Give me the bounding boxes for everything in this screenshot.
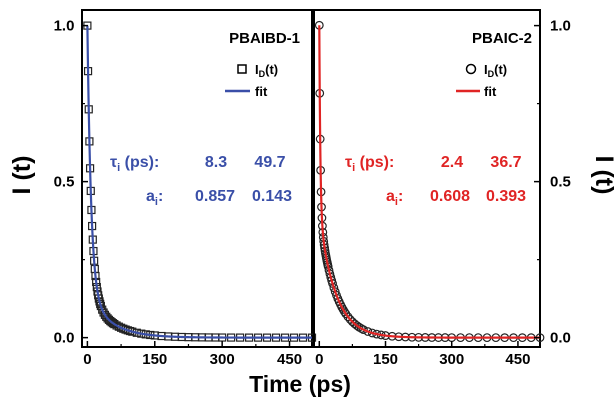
x-tick-label: 300: [439, 351, 464, 368]
x-tick-label: 450: [505, 351, 530, 368]
x-tick-label: 300: [210, 351, 235, 368]
panel-pbaibd-1: 0 150 300 450 0.0 0.5 1.0 PBAIBD-1 ID(t) fit τ…: [54, 9, 317, 368]
legend-label-fit: fit: [255, 84, 268, 99]
fit-line: [318, 25, 540, 339]
a-label: ai:: [146, 188, 163, 208]
legend: ID(t) fit: [225, 62, 278, 99]
tau-value-2: 36.7: [490, 154, 521, 171]
legend-label-fit: fit: [484, 84, 497, 99]
a-label: ai:: [386, 188, 403, 208]
legend: ID(t) fit: [456, 62, 507, 99]
tau-value-2: 49.7: [254, 154, 285, 171]
tau-value-1: 8.3: [205, 154, 227, 171]
y-tick-label: 1.0: [54, 18, 75, 35]
y-tick-label: 0.0: [550, 330, 571, 347]
x-tick-label: 450: [277, 351, 302, 368]
legend-marker-square: [237, 64, 247, 74]
y-axis-title-left: I (t): [8, 156, 36, 195]
tau-value-1: 2.4: [441, 154, 463, 171]
y-tick-label: 0.5: [54, 174, 75, 191]
a-value-1: 0.857: [195, 188, 235, 205]
data-point: [363, 327, 373, 336]
x-axis-title: Time (ps): [249, 371, 351, 397]
a-value-1: 0.608: [430, 188, 470, 205]
tau-label: τi (ps):: [110, 154, 159, 174]
data-point: [352, 321, 362, 330]
a-value-2: 0.393: [486, 188, 526, 205]
x-tick-label: 150: [373, 351, 398, 368]
panel-title: PBAIC-2: [472, 30, 532, 47]
y-tick-label: 0.0: [54, 330, 75, 347]
panel-pbaic-2: 0 150 300 450 0.0 0.5 1.0 PBAIC-2 ID(t) fit τi…: [313, 9, 571, 368]
x-tick-label: 150: [142, 351, 167, 368]
fit-line: [86, 25, 312, 339]
y-tick-label: 0.5: [550, 174, 571, 191]
fit-parameters: τi (ps): 2.4 36.7 ai: 0.608 0.393: [345, 154, 526, 208]
y-axis-title-right: I (t): [590, 156, 616, 195]
y-tick-label: 1.0: [550, 18, 571, 35]
legend-label-data: ID(t): [255, 62, 278, 79]
x-tick-label: 0: [83, 351, 91, 368]
panel-title: PBAIBD-1: [229, 30, 300, 47]
data-point: [343, 312, 353, 322]
a-value-2: 0.143: [252, 188, 292, 205]
panel-frame: [81, 9, 313, 348]
legend-marker-circle: [465, 63, 477, 75]
tau-label: τi (ps):: [345, 154, 394, 174]
legend-label-data: ID(t): [484, 62, 507, 79]
data-point: [338, 305, 348, 314]
panel-frame: [313, 9, 541, 348]
data-point: [354, 322, 364, 332]
data-point: [329, 283, 339, 293]
data-point: [359, 325, 368, 334]
fit-parameters: τi (ps): 8.3 49.7 ai: 0.857 0.143: [110, 154, 292, 208]
x-tick-label: 0: [315, 351, 323, 368]
